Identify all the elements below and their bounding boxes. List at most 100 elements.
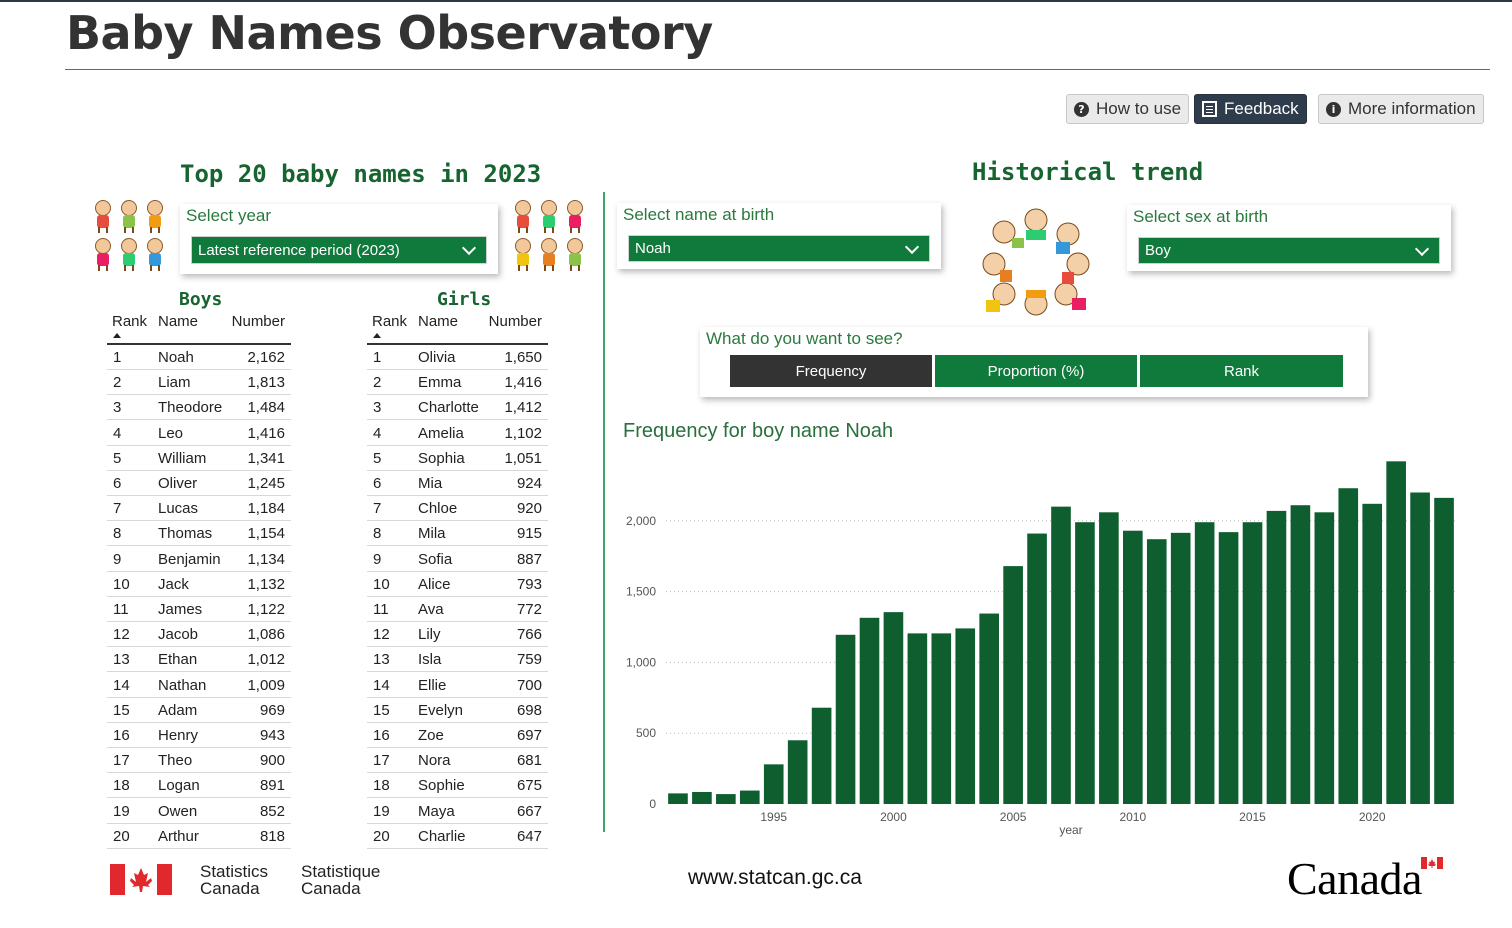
- bar-2005[interactable]: [1003, 566, 1023, 804]
- bar-2007[interactable]: [1051, 506, 1071, 804]
- name-cell: Sophia: [418, 449, 465, 467]
- rank-cell: 20: [113, 827, 130, 845]
- number-cell: 1,012: [247, 651, 285, 669]
- statcan-english-line2: Canada: [200, 879, 260, 898]
- number-cell: 700: [516, 676, 542, 694]
- sex-dropdown[interactable]: Boy: [1138, 237, 1440, 264]
- bar-2012[interactable]: [1170, 532, 1191, 804]
- bar-2023[interactable]: [1434, 497, 1454, 804]
- rank-cell: 3: [373, 399, 382, 417]
- x-tick-label: 1995: [760, 810, 787, 824]
- name-cell: Adam: [158, 701, 198, 719]
- rank-cell: 6: [113, 475, 122, 492]
- rank-toggle[interactable]: Rank: [1140, 355, 1343, 387]
- wordmark-flag-icon: [1421, 857, 1443, 869]
- more-information-button[interactable]: i More information: [1318, 94, 1484, 124]
- table-row: 2 Emma 1,416: [367, 370, 548, 396]
- bar-2004[interactable]: [979, 613, 999, 804]
- sort-ascending-icon: [113, 333, 121, 338]
- name-cell: Noah: [158, 349, 194, 366]
- rank-cell: 1: [113, 349, 122, 366]
- bar-1997[interactable]: [811, 707, 832, 804]
- name-cell: Sophie: [418, 777, 465, 795]
- number-cell: 1,184: [247, 500, 285, 518]
- name-cell: James: [158, 601, 203, 618]
- name-cell: Evelyn: [418, 701, 464, 719]
- statcan-url[interactable]: www.statcan.gc.ca: [688, 866, 862, 889]
- kids-illustration-left: [92, 200, 172, 276]
- name-cell: Liam: [158, 374, 191, 392]
- x-tick-label: 2015: [1239, 810, 1266, 824]
- table-row: 3 Charlotte 1,412: [367, 395, 548, 421]
- table-row: 13 Isla 759: [367, 647, 548, 673]
- bar-2016[interactable]: [1266, 510, 1287, 804]
- bar-1994[interactable]: [739, 790, 760, 804]
- bar-2000[interactable]: [883, 612, 904, 804]
- rank-cell: 8: [373, 525, 382, 543]
- bar-2015[interactable]: [1242, 522, 1263, 804]
- bar-1991[interactable]: [668, 793, 688, 804]
- number-cell: 793: [516, 575, 542, 593]
- name-cell: Ellie: [418, 676, 447, 694]
- number-cell: 887: [516, 550, 542, 568]
- bar-2019[interactable]: [1338, 488, 1359, 804]
- table-row: 19 Owen 852: [107, 799, 291, 824]
- table-row: 12 Jacob 1,086: [107, 622, 291, 648]
- name-cell: Amelia: [418, 424, 464, 442]
- bar-1996[interactable]: [787, 740, 808, 804]
- bar-2018[interactable]: [1314, 512, 1335, 804]
- proportion-toggle[interactable]: Proportion (%): [935, 355, 1137, 387]
- number-cell: 1,813: [247, 374, 285, 392]
- bar-2002[interactable]: [931, 633, 952, 804]
- rank-column-header[interactable]: Rank: [112, 313, 148, 330]
- bar-1999[interactable]: [859, 617, 880, 804]
- rank-cell: 4: [113, 424, 122, 442]
- kids-circle-illustration: [982, 208, 1090, 316]
- bar-2003[interactable]: [955, 628, 976, 804]
- view-label: What do you want to see?: [706, 329, 903, 348]
- name-cell: Henry: [158, 727, 199, 744]
- name-cell: Sofia: [418, 550, 453, 568]
- bar-2006[interactable]: [1027, 533, 1047, 804]
- table-row: 8 Mila 915: [367, 521, 548, 547]
- name-label: Select name at birth: [623, 205, 775, 224]
- boys-table: Rank Name Number 1 Noah 2,162 2 Liam 1,813 3 Th…: [107, 313, 291, 849]
- name-cell: Thomas: [158, 525, 213, 543]
- feedback-label: Feedback: [1224, 99, 1299, 118]
- number-column-header[interactable]: Number: [488, 313, 542, 330]
- more-information-label: More information: [1348, 99, 1476, 118]
- bar-2001[interactable]: [907, 633, 928, 804]
- bar-2014[interactable]: [1218, 532, 1239, 804]
- bar-2010[interactable]: [1123, 530, 1143, 804]
- table-row: 8 Thomas 1,154: [107, 521, 291, 547]
- bar-2021[interactable]: [1386, 461, 1406, 804]
- table-row: 4 Leo 1,416: [107, 421, 291, 446]
- sex-label: Select sex at birth: [1133, 207, 1269, 226]
- bar-1993[interactable]: [716, 794, 736, 804]
- bar-2022[interactable]: [1410, 492, 1430, 804]
- number-cell: 1,009: [247, 676, 285, 694]
- frequency-toggle[interactable]: Frequency: [730, 355, 932, 387]
- number-column-header[interactable]: Number: [231, 313, 285, 330]
- year-dropdown[interactable]: Latest reference period (2023): [191, 236, 487, 264]
- name-column-header[interactable]: Name: [418, 313, 459, 330]
- name-column-header[interactable]: Name: [158, 313, 199, 330]
- bar-1998[interactable]: [835, 634, 856, 804]
- chart-title: Frequency for boy name Noah: [623, 420, 894, 442]
- bar-2008[interactable]: [1075, 522, 1095, 804]
- number-cell: 667: [516, 802, 542, 820]
- name-dropdown[interactable]: Noah: [628, 235, 930, 262]
- feedback-button[interactable]: Feedback: [1194, 94, 1307, 124]
- rank-cell: 12: [373, 626, 390, 644]
- bar-2013[interactable]: [1194, 522, 1215, 804]
- bar-2009[interactable]: [1099, 512, 1119, 804]
- bar-1992[interactable]: [692, 791, 712, 804]
- table-row: 14 Ellie 700: [367, 673, 548, 698]
- rank-column-header[interactable]: Rank: [372, 313, 408, 330]
- bar-2017[interactable]: [1290, 505, 1311, 804]
- bar-1995[interactable]: [763, 764, 784, 804]
- bar-2020[interactable]: [1362, 503, 1383, 804]
- how-to-use-button[interactable]: ? How to use: [1066, 94, 1190, 124]
- bar-2011[interactable]: [1146, 539, 1167, 804]
- number-cell: 1,132: [247, 575, 285, 593]
